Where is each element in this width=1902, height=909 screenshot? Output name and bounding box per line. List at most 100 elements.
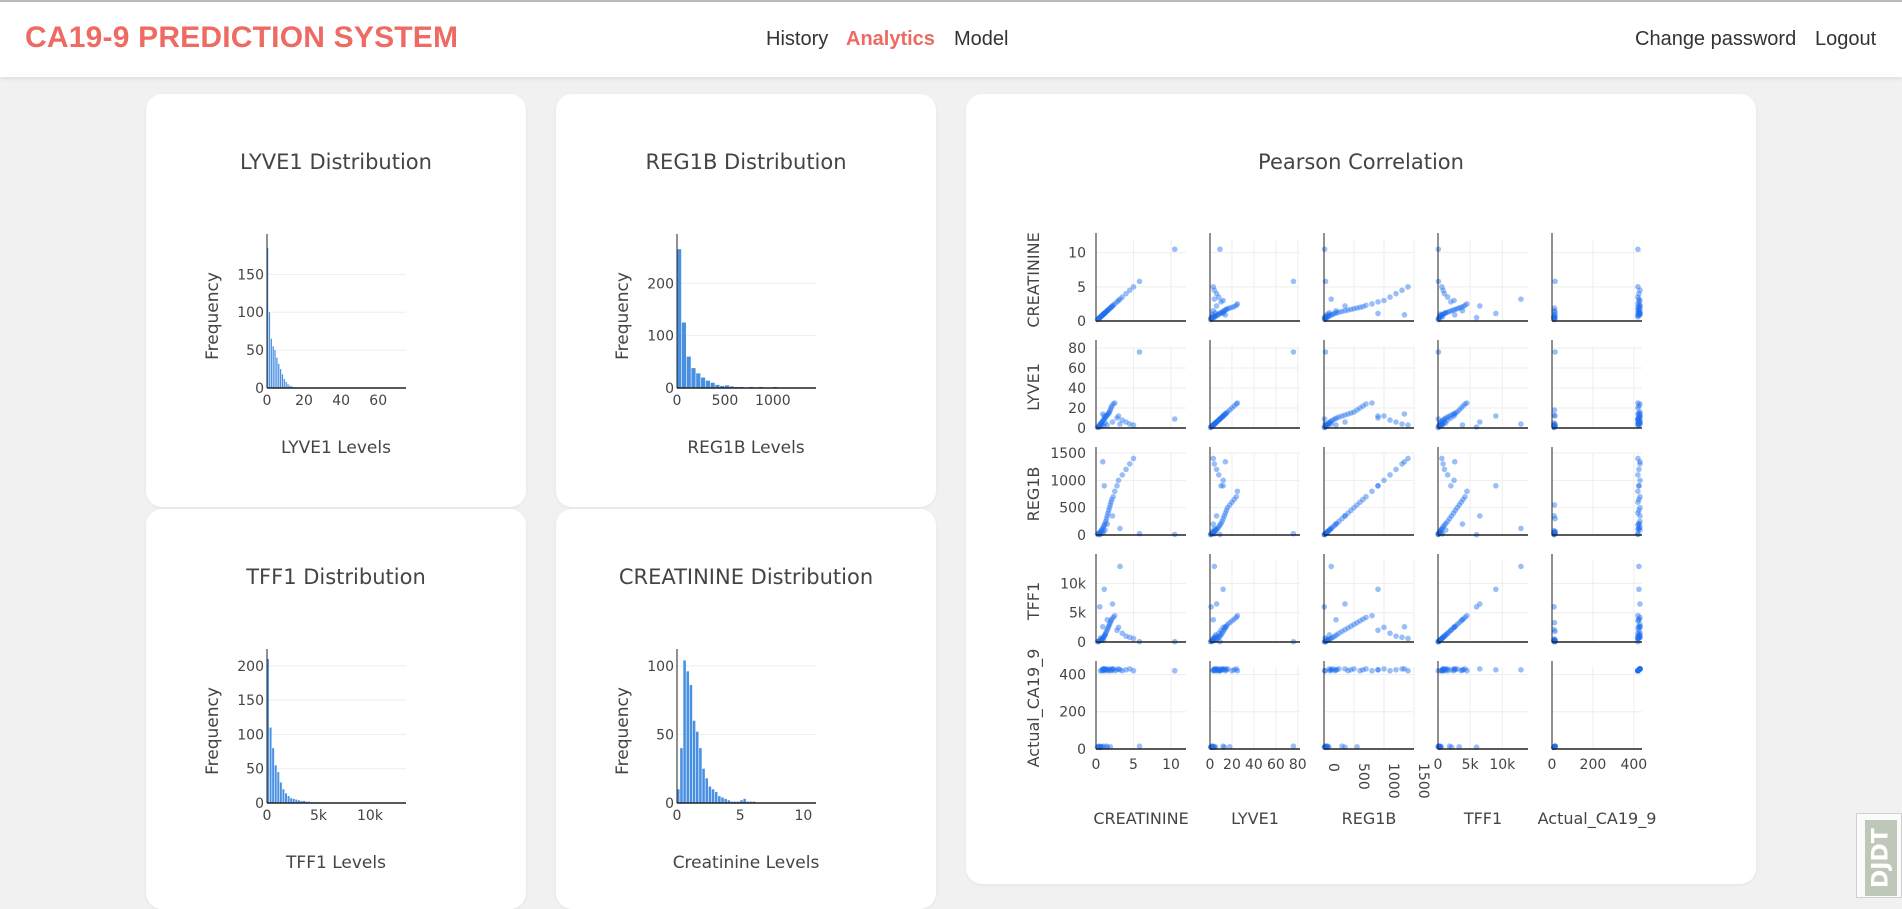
scatter-point xyxy=(1220,297,1226,304)
creatinine-histogram[interactable]: CREATININE Distribution 0 50 100 0 5 10 Creatin… xyxy=(556,509,936,898)
nav-change-password[interactable]: Change password xyxy=(1635,28,1797,50)
scatter-point xyxy=(1637,634,1643,641)
nav-model[interactable]: Model xyxy=(954,28,1009,50)
scatter-point xyxy=(1102,415,1108,421)
histogram-bar xyxy=(285,793,287,803)
scatter-point xyxy=(1552,743,1558,750)
brand-title[interactable]: CA19-9 PREDICTION SYSTEM xyxy=(25,21,459,54)
nav-analytics[interactable]: Analytics xyxy=(846,28,935,50)
scatter-point xyxy=(1342,303,1348,309)
scatter-point xyxy=(1637,421,1643,427)
scatter-point xyxy=(1518,525,1524,532)
nav-history[interactable]: History xyxy=(766,28,829,50)
scatter-point xyxy=(1635,625,1641,631)
scatter-cell xyxy=(1550,554,1643,645)
scatter-point xyxy=(1209,743,1215,750)
scatter-point xyxy=(1100,417,1107,423)
scatter-point xyxy=(1210,667,1217,674)
scatter-point xyxy=(1109,513,1116,519)
scatter-cell xyxy=(1550,661,1643,751)
scatter-point xyxy=(1107,407,1114,413)
scatter-point xyxy=(1551,743,1558,750)
scatter-point xyxy=(1220,628,1226,635)
scatter-point xyxy=(1551,743,1558,750)
scatter-point xyxy=(1393,666,1399,673)
scatter-point xyxy=(1217,667,1223,674)
scatter-point xyxy=(1210,521,1217,527)
scatter-point xyxy=(1333,616,1339,623)
scatter-point xyxy=(1446,515,1453,522)
scatter-point xyxy=(1096,424,1103,430)
scatter-point xyxy=(1375,483,1381,489)
scatter-point xyxy=(1108,303,1115,310)
scatter-point xyxy=(1231,666,1237,673)
scatter-point xyxy=(1220,515,1226,522)
tff1-histogram[interactable]: TFF1 Distribution 0 50 100 150 200 0 5k 10k TFF1 … xyxy=(146,509,526,898)
scatter-point xyxy=(1464,400,1470,406)
scatter-point xyxy=(1348,507,1354,514)
scatter-point xyxy=(1444,414,1451,420)
scatter-point xyxy=(1442,420,1449,426)
y-tick-label: 0 xyxy=(1077,742,1086,758)
scatter-point xyxy=(1328,418,1334,424)
scatter-point xyxy=(1105,306,1112,313)
scatter-point xyxy=(1111,488,1118,495)
pearson-scatter-matrix[interactable]: Pearson Correlation0510CREATININE0204060… xyxy=(966,94,1756,884)
scatter-point xyxy=(1097,421,1104,427)
scatter-point xyxy=(1452,507,1459,514)
scatter-point xyxy=(1233,493,1240,500)
scatter-point xyxy=(1097,314,1104,320)
scatter-point xyxy=(1222,666,1229,672)
scatter-point xyxy=(1636,290,1642,297)
scatter-point xyxy=(1438,312,1445,319)
scatter-point xyxy=(1635,667,1641,674)
histogram-bar xyxy=(695,731,699,803)
scatter-point xyxy=(1636,496,1642,503)
histogram-bar xyxy=(714,792,718,803)
scatter-point xyxy=(1099,526,1105,533)
scatter-point xyxy=(1114,299,1120,305)
scatter-point xyxy=(1332,633,1338,639)
djdt-toolbar-handle[interactable]: DJDT xyxy=(1856,813,1902,898)
scatter-point xyxy=(1211,634,1218,641)
scatter-point xyxy=(1458,499,1464,506)
scatter-point xyxy=(1215,294,1222,300)
lyve1-histogram[interactable]: LYVE1 Distribution 0 50 100 150 0 20 40 60 LYVE1 … xyxy=(146,94,526,507)
scatter-point xyxy=(1458,304,1464,311)
scatter-point xyxy=(1637,623,1643,630)
scatter-point xyxy=(1636,666,1642,673)
scatter-point xyxy=(1369,400,1375,406)
x-tick-label: 500 xyxy=(712,393,739,409)
scatter-point xyxy=(1108,496,1115,503)
scatter-point xyxy=(1369,488,1375,495)
scatter-point xyxy=(1326,527,1332,534)
scatter-point xyxy=(1214,525,1221,532)
scatter-point xyxy=(1224,621,1231,628)
scatter-point xyxy=(1493,310,1499,317)
scatter-point xyxy=(1219,630,1225,637)
scatter-point xyxy=(1442,310,1449,316)
histogram-bar xyxy=(720,385,725,388)
scatter-point xyxy=(1098,313,1105,320)
scatter-point xyxy=(1221,513,1228,519)
scatter-point xyxy=(1551,420,1557,426)
scatter-point xyxy=(1637,504,1643,511)
nav-logout[interactable]: Logout xyxy=(1815,28,1877,50)
scatter-point xyxy=(1330,666,1336,672)
scatter-cell xyxy=(1435,340,1528,431)
scatter-point xyxy=(1462,302,1468,309)
x-tick-label: 5k xyxy=(310,808,328,824)
scatter-point xyxy=(1210,422,1217,428)
scatter-point xyxy=(1217,633,1223,639)
scatter-point xyxy=(1220,666,1226,672)
scatter-point xyxy=(1637,513,1643,519)
scatter-point xyxy=(1136,349,1143,355)
scatter-point xyxy=(1636,413,1642,419)
scatter-point xyxy=(1360,403,1366,409)
scatter-point xyxy=(1636,666,1642,673)
histogram-bar xyxy=(740,800,743,803)
scatter-point xyxy=(1440,666,1446,672)
reg1b-histogram[interactable]: REG1B Distribution 0 100 200 0 500 1000 REG1B L… xyxy=(556,94,936,507)
scatter-point xyxy=(1213,513,1220,519)
scatter-point xyxy=(1222,623,1229,630)
